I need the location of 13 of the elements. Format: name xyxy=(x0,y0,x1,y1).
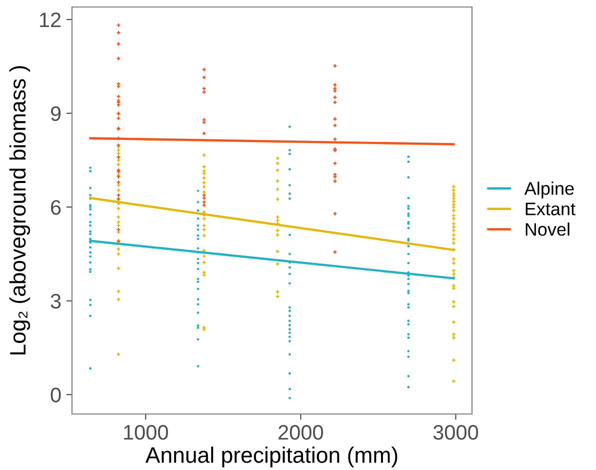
y-tick-label: 6 xyxy=(51,200,61,215)
legend-label: Alpine xyxy=(524,182,574,198)
legend-label: Novel xyxy=(526,222,570,236)
x-tick-label: 3000 xyxy=(433,424,478,440)
x-tick-label: 2000 xyxy=(278,424,324,440)
y-tick-label: 12 xyxy=(40,12,61,28)
legend-label: Extant xyxy=(526,202,576,216)
y-axis-title: Log₂ (aboveground biomass ) xyxy=(9,66,30,354)
x-axis-title: Annual precipitation (mm) xyxy=(145,446,398,468)
y-tick-label: 3 xyxy=(50,294,61,309)
y-tick-label: 9 xyxy=(50,106,61,122)
y-tick-label: 0 xyxy=(50,388,61,402)
x-tick-label: 1000 xyxy=(124,424,168,440)
